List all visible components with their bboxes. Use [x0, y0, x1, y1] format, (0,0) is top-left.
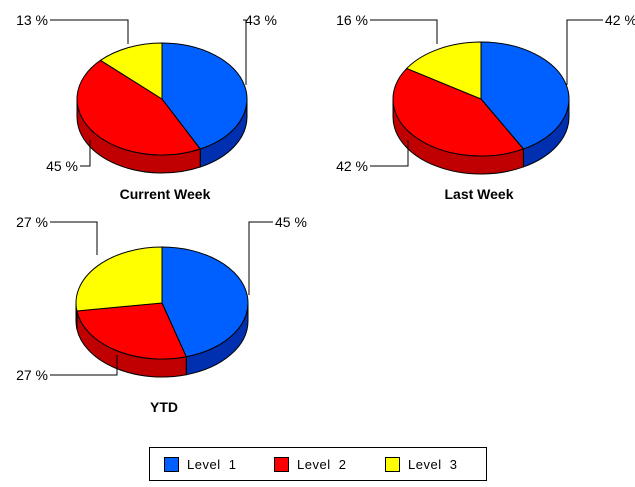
- leader-line-level-3: [50, 20, 128, 44]
- pie-slice-level-3: [76, 247, 162, 311]
- legend-swatch-level-2: [275, 458, 289, 472]
- data-label-level-1: 45 %: [275, 214, 307, 230]
- data-label-level-3: 27 %: [16, 214, 48, 230]
- pie-chart-current-week: 43 % 45 % 13 %: [16, 12, 277, 174]
- leader-line-level-3: [50, 222, 97, 255]
- legend-label-level-2: Level 2: [297, 457, 347, 472]
- chart-title-last-week: Last Week: [445, 186, 514, 202]
- data-label-level-3: 16 %: [336, 12, 368, 28]
- data-label-level-1: 42 %: [605, 12, 635, 28]
- legend-swatch-level-3: [386, 458, 400, 472]
- data-label-level-3: 13 %: [16, 12, 48, 28]
- chart-title-ytd: YTD: [150, 399, 178, 415]
- leader-line-level-2: [370, 140, 408, 166]
- leader-line-level-3: [370, 20, 437, 44]
- legend-label-level-1: Level 1: [187, 457, 237, 472]
- data-label-level-2: 42 %: [336, 158, 368, 174]
- data-label-level-2: 45 %: [46, 158, 78, 174]
- leader-line-level-1: [567, 20, 603, 85]
- legend-label-level-3: Level 3: [408, 457, 458, 472]
- pie-chart-ytd: 45 % 27 % 27 %: [16, 214, 307, 383]
- data-label-level-1: 43 %: [245, 12, 277, 28]
- chart-title-current-week: Current Week: [120, 186, 211, 202]
- legend: Level 1 Level 2 Level 3: [150, 448, 487, 481]
- pie-chart-last-week: 42 % 42 % 16 %: [336, 12, 635, 174]
- leader-line-level-1: [243, 20, 246, 85]
- legend-swatch-level-1: [165, 458, 179, 472]
- leader-line-level-1: [249, 222, 273, 295]
- data-label-level-2: 27 %: [16, 367, 48, 383]
